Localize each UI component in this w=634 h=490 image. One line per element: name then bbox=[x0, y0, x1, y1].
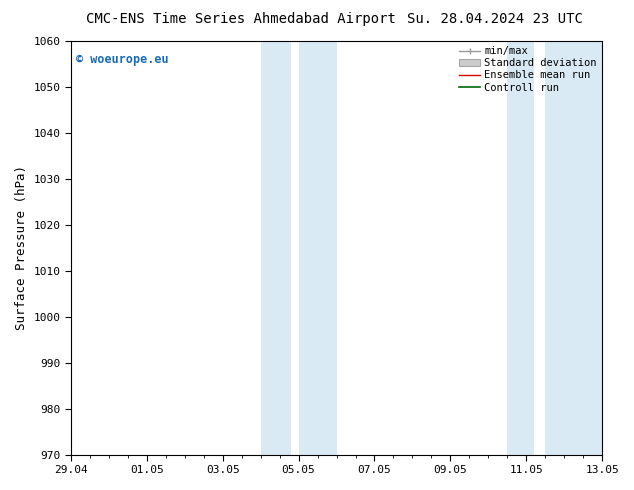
Bar bbox=[545, 41, 602, 455]
Bar bbox=[261, 41, 291, 455]
Bar bbox=[299, 41, 337, 455]
Text: © woeurope.eu: © woeurope.eu bbox=[76, 53, 169, 67]
Text: CMC-ENS Time Series Ahmedabad Airport: CMC-ENS Time Series Ahmedabad Airport bbox=[86, 12, 396, 26]
Legend: min/max, Standard deviation, Ensemble mean run, Controll run: min/max, Standard deviation, Ensemble me… bbox=[460, 46, 597, 93]
Text: Su. 28.04.2024 23 UTC: Su. 28.04.2024 23 UTC bbox=[406, 12, 583, 26]
Y-axis label: Surface Pressure (hPa): Surface Pressure (hPa) bbox=[15, 165, 28, 330]
Bar bbox=[507, 41, 534, 455]
